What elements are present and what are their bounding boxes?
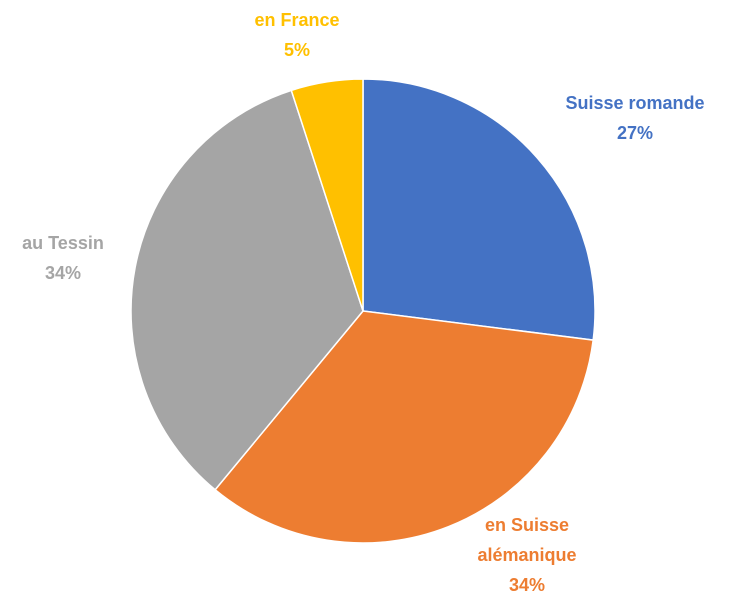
slice-label: en France 5% bbox=[227, 5, 367, 65]
category-label: Suisse romande bbox=[565, 93, 705, 113]
slice-label: au Tessin 34% bbox=[3, 228, 123, 288]
pie-slice bbox=[130, 89, 364, 491]
value-label: 34% bbox=[508, 575, 546, 595]
slice-label: Suisse romande 27% bbox=[535, 88, 733, 148]
slice-label: en Suisse alémanique 34% bbox=[467, 510, 587, 600]
category-label: en France bbox=[254, 10, 340, 30]
category-label: au Tessin bbox=[22, 233, 104, 253]
pie-slice bbox=[214, 310, 595, 544]
category-label: en Suisse alémanique bbox=[477, 515, 577, 565]
value-label: 27% bbox=[616, 123, 654, 143]
pie-slice bbox=[362, 78, 596, 341]
pie-slice bbox=[290, 78, 364, 312]
value-label: 34% bbox=[44, 263, 82, 283]
value-label: 5% bbox=[283, 40, 310, 60]
